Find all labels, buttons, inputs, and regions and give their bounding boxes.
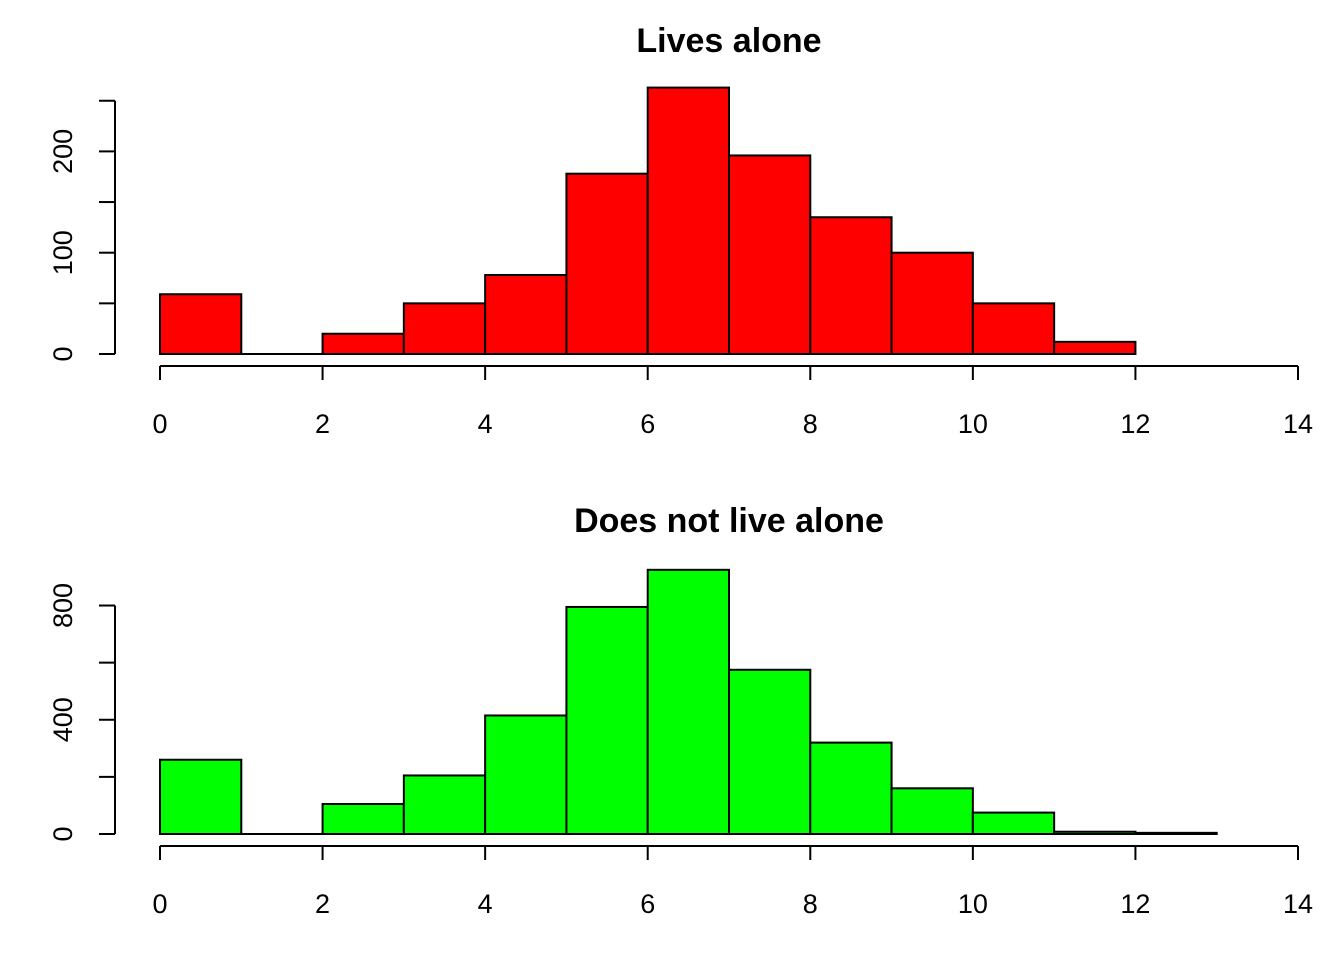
bar	[159, 758, 243, 836]
x-tick-label: 14	[1283, 889, 1313, 919]
y-tick-label: 100	[48, 230, 78, 275]
x-tick-label: 0	[152, 409, 167, 439]
bar	[971, 302, 1056, 356]
x-tick-label: 12	[1120, 409, 1150, 439]
x-tick-label: 4	[478, 409, 493, 439]
x-tick-label: 14	[1283, 409, 1313, 439]
bar	[971, 811, 1056, 836]
bar	[646, 568, 731, 835]
x-axis: 0 2 4 6 8 10 12 14	[152, 845, 1313, 919]
x-tick-label: 10	[958, 409, 988, 439]
x-tick-label: 8	[803, 889, 818, 919]
x-tick-label: 12	[1120, 889, 1150, 919]
bars	[159, 86, 1137, 356]
y-axis: 0 100 200	[48, 99, 116, 362]
y-tick-label: 0	[48, 346, 78, 361]
x-tick-label: 4	[478, 889, 493, 919]
bar	[1053, 830, 1137, 836]
bar	[809, 741, 893, 835]
x-tick-label: 6	[640, 409, 655, 439]
y-tick-label: 800	[48, 583, 78, 628]
bar	[1134, 831, 1218, 836]
y-tick-label: 400	[48, 697, 78, 742]
bar	[728, 668, 812, 836]
x-axis: 0 2 4 6 8 10 12 14	[152, 365, 1313, 439]
y-tick-label: 200	[48, 129, 78, 174]
bar	[890, 251, 974, 355]
x-tick-label: 8	[803, 409, 818, 439]
y-axis: 0 400 800	[48, 583, 116, 842]
panel-lives-alone: Lives alone 0 2 4 6 8 10 12 14 0 100 200	[48, 22, 1313, 439]
x-tick-label: 2	[315, 409, 330, 439]
y-tick-label: 0	[48, 826, 78, 841]
bar	[402, 302, 487, 356]
chart-title: Lives alone	[636, 22, 821, 60]
x-tick-label: 2	[315, 889, 330, 919]
bar	[809, 216, 893, 355]
bar	[484, 273, 568, 355]
bar	[890, 787, 974, 836]
x-tick-label: 6	[640, 889, 655, 919]
bar	[402, 774, 487, 836]
bar	[321, 803, 405, 836]
bar	[159, 293, 243, 355]
bar	[728, 154, 812, 355]
x-tick-label: 0	[152, 889, 167, 919]
chart-title: Does not live alone	[574, 502, 884, 540]
bar	[321, 332, 405, 355]
bar	[565, 605, 649, 835]
bars	[159, 568, 1218, 836]
panel-does-not-live-alone: Does not live alone 0 2 4 6 8 10 12 14 0 400 800	[48, 502, 1313, 919]
x-tick-label: 10	[958, 889, 988, 919]
bar	[565, 172, 649, 355]
bar	[646, 86, 731, 356]
bar	[484, 714, 568, 836]
bar	[1053, 340, 1137, 355]
